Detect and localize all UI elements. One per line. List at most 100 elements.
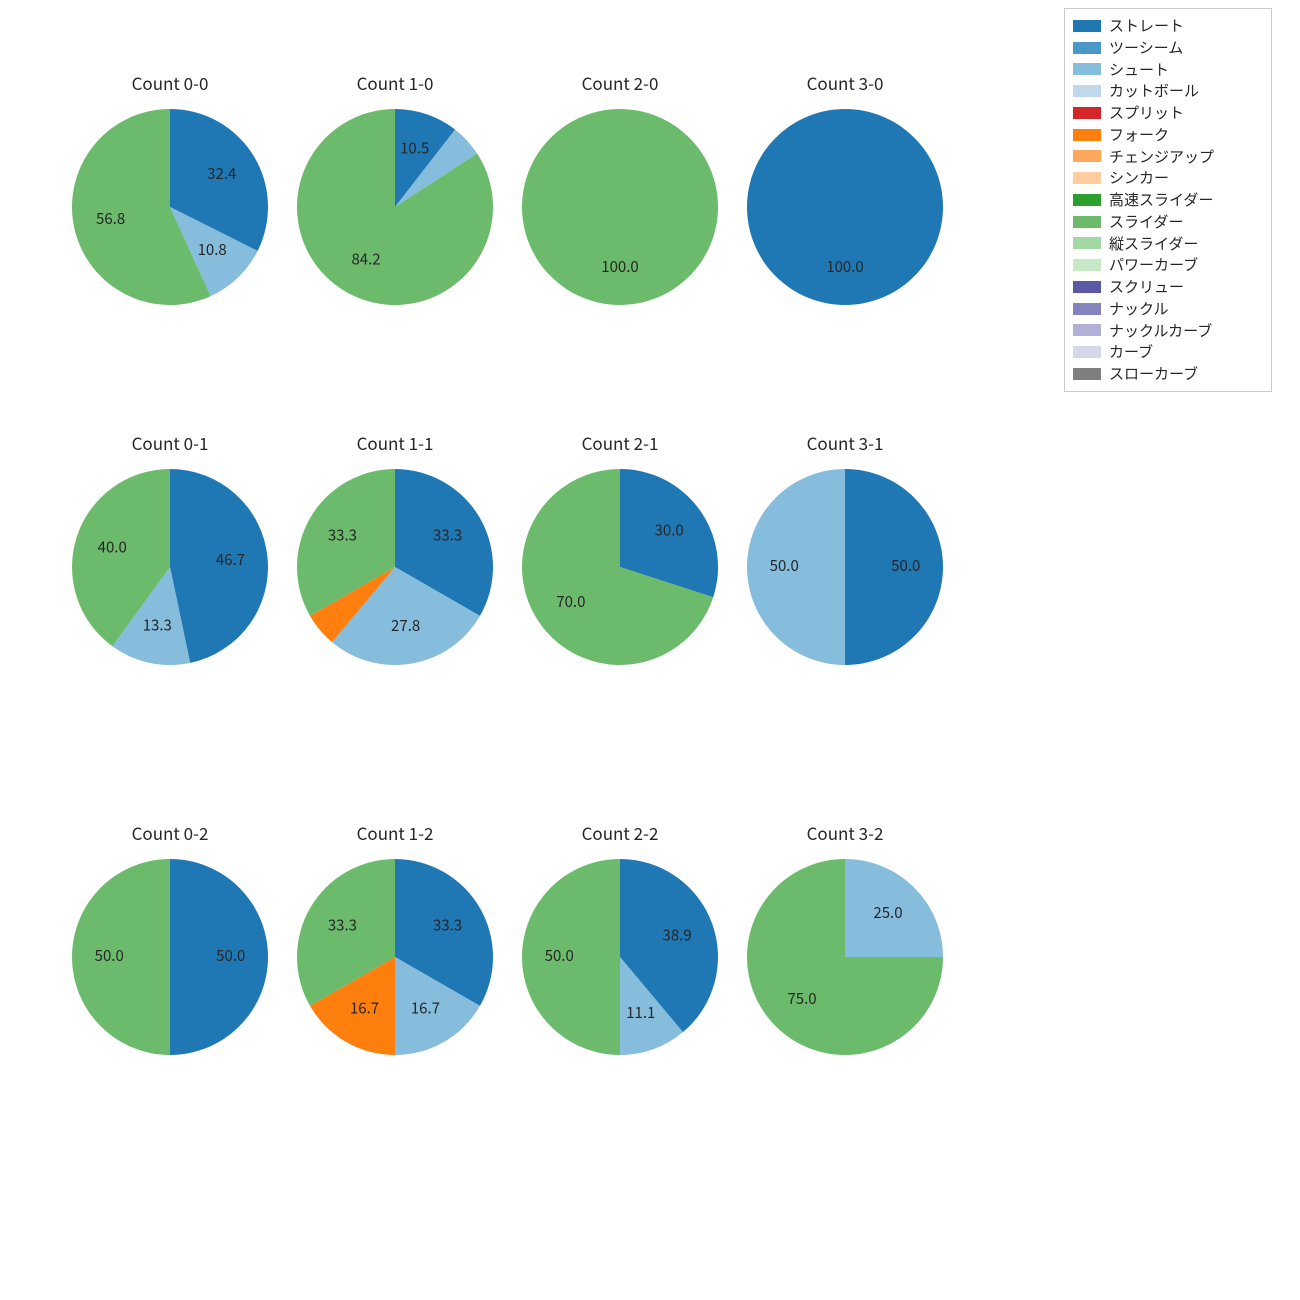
legend-swatch [1073, 85, 1101, 97]
pie-title: Count 0-2 [60, 820, 280, 845]
legend-swatch [1073, 259, 1101, 271]
pie-title: Count 2-1 [510, 430, 730, 455]
legend-row: スクリュー [1073, 276, 1263, 298]
pie-slice-label: 84.2 [351, 249, 380, 270]
legend-label: スプリット [1109, 102, 1184, 124]
legend-swatch [1073, 346, 1101, 358]
pie-slice-label: 30.0 [655, 519, 684, 540]
legend-row: フォーク [1073, 124, 1263, 146]
pie-chart: Count 3-0 100.0 [735, 70, 955, 307]
pie-slice-label: 38.9 [663, 924, 692, 945]
legend-label: スライダー [1109, 211, 1183, 233]
pie-title: Count 1-0 [285, 70, 505, 95]
legend-label: シンカー [1109, 167, 1169, 189]
legend-swatch [1073, 194, 1101, 206]
legend-label: フォーク [1109, 124, 1169, 146]
legend-row: ナックル [1073, 298, 1263, 320]
pie-slice-label: 25.0 [873, 902, 902, 923]
legend-swatch [1073, 324, 1101, 336]
legend-row: ツーシーム [1073, 37, 1263, 59]
pie-title: Count 3-0 [735, 70, 955, 95]
legend-label: スローカーブ [1109, 363, 1198, 385]
legend-row: スローカーブ [1073, 363, 1263, 385]
pie-chart: Count 3-2 25.0 75.0 [735, 820, 955, 1057]
pie-title: Count 2-2 [510, 820, 730, 845]
pie-title: Count 1-1 [285, 430, 505, 455]
pie-slice-label: 56.8 [96, 208, 125, 229]
legend-swatch [1073, 216, 1101, 228]
pie-slice-label: 33.3 [328, 915, 357, 936]
pie-chart: Count 1-0 10.5 84.2 [285, 70, 505, 307]
pie-slice-label: 33.3 [433, 915, 462, 936]
pie-svg: 38.911.150.0 [520, 857, 720, 1057]
pie-svg: 50.050.0 [70, 857, 270, 1057]
legend-swatch [1073, 63, 1101, 75]
pie-slice-label: 10.5 [400, 138, 429, 159]
legend-swatch [1073, 150, 1101, 162]
legend-row: パワーカーブ [1073, 254, 1263, 276]
legend-row: 高速スライダー [1073, 189, 1263, 211]
legend-row: シンカー [1073, 167, 1263, 189]
pie-svg: 100.0 [520, 107, 720, 307]
legend-swatch [1073, 281, 1101, 293]
legend-label: 縦スライダー [1109, 233, 1198, 255]
legend-label: 高速スライダー [1109, 189, 1213, 211]
pie-title: Count 3-2 [735, 820, 955, 845]
legend-label: カットボール [1109, 80, 1199, 102]
pie-title: Count 3-1 [735, 430, 955, 455]
pie-chart: Count 3-1 50.0 50.0 [735, 430, 955, 667]
pie-chart: Count 0-146.713.340.0 [60, 430, 280, 667]
pie-slice-label: 100.0 [601, 256, 638, 277]
pie-chart: Count 1-2 33.3 16.7 16.7 33.3 [285, 820, 505, 1057]
legend-label: ストレート [1109, 15, 1184, 37]
pie-slice-label: 10.8 [198, 239, 227, 260]
legend-swatch [1073, 129, 1101, 141]
pie-title: Count 1-2 [285, 820, 505, 845]
pie-slice-label: 27.8 [391, 615, 420, 636]
legend-label: シュート [1109, 59, 1169, 81]
pie-slice-label: 75.0 [787, 988, 816, 1009]
legend-row: カーブ [1073, 341, 1263, 363]
pie-svg: 100.0 [745, 107, 945, 307]
legend-row: チェンジアップ [1073, 146, 1263, 168]
pie-slice-label: 50.0 [95, 945, 124, 966]
pie-svg: 46.713.340.0 [70, 467, 270, 667]
pie-slice-label: 16.7 [411, 998, 440, 1019]
legend-label: チェンジアップ [1109, 146, 1214, 168]
pie-slice-label: 16.7 [350, 998, 379, 1019]
pie-slice-label: 46.7 [216, 549, 245, 570]
pie-chart: Count 0-2 50.050.0 [60, 820, 280, 1057]
legend-row: カットボール [1073, 80, 1263, 102]
pie-slice-label: 40.0 [98, 536, 127, 557]
pie-slice-label: 100.0 [826, 256, 863, 277]
legend-swatch [1073, 303, 1101, 315]
legend-row: 縦スライダー [1073, 233, 1263, 255]
legend-row: シュート [1073, 59, 1263, 81]
pie-chart: Count 2-0 100.0 [510, 70, 730, 307]
pie-chart: Count 2-2 38.911.150.0 [510, 820, 730, 1057]
pie-slice-label: 32.4 [207, 163, 236, 184]
legend-label: ナックルカーブ [1109, 320, 1212, 342]
legend-swatch [1073, 42, 1101, 54]
legend-swatch [1073, 20, 1101, 32]
legend-label: ナックル [1109, 298, 1169, 320]
pie-title: Count 2-0 [510, 70, 730, 95]
legend-row: スプリット [1073, 102, 1263, 124]
pie-svg: 33.3 16.7 16.7 33.3 [295, 857, 495, 1057]
legend: ストレートツーシームシュートカットボールスプリットフォークチェンジアップシンカー… [1064, 8, 1272, 392]
legend-label: ツーシーム [1109, 37, 1183, 59]
legend-row: ナックルカーブ [1073, 320, 1263, 342]
pie-chart: Count 2-130.070.0 [510, 430, 730, 667]
legend-swatch [1073, 368, 1101, 380]
pie-slice-label: 50.0 [770, 555, 799, 576]
pie-svg: 25.0 75.0 [745, 857, 945, 1057]
pie-chart: Count 1-133.327.833.3 [285, 430, 505, 667]
legend-label: スクリュー [1109, 276, 1184, 298]
pie-svg: 50.0 50.0 [745, 467, 945, 667]
pie-slice-label: 33.3 [328, 525, 357, 546]
legend-swatch [1073, 107, 1101, 119]
pie-svg: 32.4 10.8 56.8 [70, 107, 270, 307]
pie-slice-label: 50.0 [891, 555, 920, 576]
legend-row: ストレート [1073, 15, 1263, 37]
legend-swatch [1073, 172, 1101, 184]
